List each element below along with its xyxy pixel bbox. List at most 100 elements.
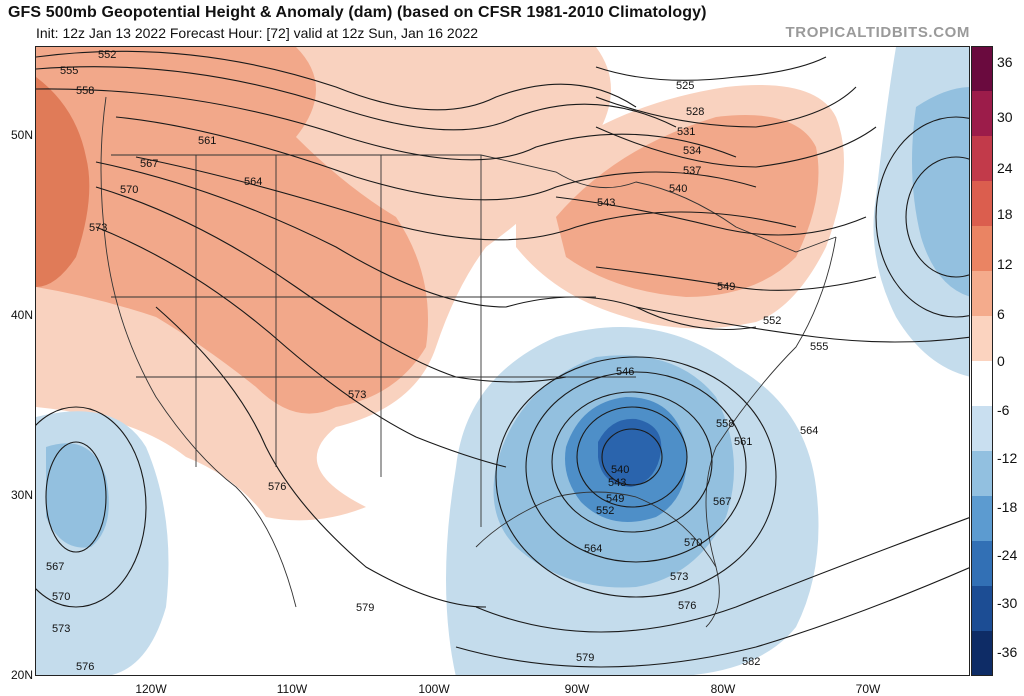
colorbar-label: 30 xyxy=(997,109,1013,125)
map-panel: 552 555 558 561 567 564 570 573 576 579 … xyxy=(35,46,970,676)
low-contour-552 xyxy=(551,391,713,533)
colorbar-swatch xyxy=(971,226,993,272)
colorbar-label: 18 xyxy=(997,206,1013,222)
longitude-label: 100W xyxy=(418,682,450,696)
contour-label: 570 xyxy=(52,591,70,603)
colorbar-swatch xyxy=(971,91,993,137)
colorbar-label: -6 xyxy=(997,402,1010,418)
contour-549 xyxy=(595,266,877,291)
contour-531 xyxy=(595,86,857,128)
contour-525 xyxy=(595,56,827,81)
contour-label: 543 xyxy=(608,477,626,489)
pacific-coastline xyxy=(100,96,297,608)
contour-label: 564 xyxy=(584,543,602,555)
colorbar-swatch xyxy=(971,136,993,182)
contour-576 xyxy=(155,306,487,608)
latitude-label: 20N xyxy=(10,668,33,682)
cool-anomaly-atlantic-core xyxy=(912,87,969,297)
geographic-boundaries xyxy=(100,96,837,628)
contour-567 xyxy=(95,161,757,331)
contour-537 xyxy=(595,126,877,168)
contour-label: 552 xyxy=(763,315,781,327)
map-title: GFS 500mb Geopotential Height & Anomaly … xyxy=(8,4,707,21)
colorbar-swatch xyxy=(971,406,993,452)
colorbar-label: -18 xyxy=(997,499,1018,515)
contour-label: 567 xyxy=(46,561,64,573)
contour-label: 567 xyxy=(140,158,158,170)
contour-south-1 xyxy=(475,517,969,633)
contour-label: 564 xyxy=(244,176,262,188)
contour-label: 573 xyxy=(670,571,688,583)
contour-label: 534 xyxy=(683,145,701,157)
contour-555 xyxy=(36,66,677,131)
contour-561 xyxy=(115,116,757,201)
contour-label: 546 xyxy=(616,366,634,378)
contour-label: 567 xyxy=(713,496,731,508)
colorbar-label: -12 xyxy=(997,450,1018,466)
colorbar-swatch xyxy=(971,496,993,542)
contour-label: 579 xyxy=(576,652,594,664)
colorbar-label: 12 xyxy=(997,256,1013,272)
colorbar-swatch xyxy=(971,361,993,407)
height-contours xyxy=(36,50,969,668)
pacific-low-2 xyxy=(36,406,147,608)
atlantic-low-1 xyxy=(905,156,969,278)
atlantic-coastline xyxy=(705,236,837,568)
colorbar-swatch xyxy=(971,631,993,677)
low-contour-558 xyxy=(525,371,747,563)
contour-label: 537 xyxy=(683,165,701,177)
longitude-label: 80W xyxy=(710,682,736,696)
contour-558 xyxy=(36,88,737,161)
contour-label: 576 xyxy=(268,481,286,493)
contour-label: 576 xyxy=(76,661,94,673)
contour-label: 549 xyxy=(606,493,624,505)
warm-anomaly-greatlakes-core xyxy=(556,115,819,297)
longitude-label: 120W xyxy=(135,682,167,696)
colorbar-label: -36 xyxy=(997,644,1018,660)
latitude-label: 50N xyxy=(10,128,33,142)
colorbar-swatch xyxy=(971,541,993,587)
contour-south-2 xyxy=(455,567,969,668)
warm-anomaly-coast xyxy=(36,77,90,287)
map-canvas: 552 555 558 561 567 564 570 573 576 579 … xyxy=(36,47,969,675)
low-contour-564 xyxy=(495,356,777,598)
colorbar-swatch xyxy=(971,316,993,362)
contour-555-east xyxy=(635,306,969,343)
contour-label: 561 xyxy=(734,436,752,448)
colorbar-swatch xyxy=(971,46,993,92)
colorbar-label: 36 xyxy=(997,54,1013,70)
contour-label: 555 xyxy=(810,341,828,353)
contour-label: 540 xyxy=(611,464,629,476)
contour-label: 570 xyxy=(120,184,138,196)
contour-543 xyxy=(555,196,867,236)
contour-label: 552 xyxy=(596,505,614,517)
contour-label: 525 xyxy=(676,80,694,92)
warm-anomaly-west-core xyxy=(36,47,428,414)
contour-label: 549 xyxy=(717,281,735,293)
gulf-coastline xyxy=(475,491,720,628)
contour-label: 576 xyxy=(678,600,696,612)
colorbar-swatch xyxy=(971,451,993,497)
contour-label: 573 xyxy=(348,389,366,401)
contour-label: 564 xyxy=(800,425,818,437)
contour-label: 573 xyxy=(89,222,107,234)
atlantic-low-2 xyxy=(875,116,969,318)
longitude-label: 70W xyxy=(855,682,881,696)
colorbar-label: -30 xyxy=(997,595,1018,611)
colorbar-swatch xyxy=(971,271,993,317)
contour-label: 561 xyxy=(198,135,216,147)
anomaly-shading xyxy=(36,47,969,675)
colorbar-label: 24 xyxy=(997,160,1013,176)
colorbar-swatch xyxy=(971,586,993,632)
colorbar-frame xyxy=(971,46,993,676)
colorbar-label: -24 xyxy=(997,547,1018,563)
contour-label: 558 xyxy=(76,85,94,97)
contour-label: 543 xyxy=(597,197,615,209)
contour-label: 531 xyxy=(677,126,695,138)
colorbar-label: 0 xyxy=(997,353,1005,369)
contour-570 xyxy=(95,186,567,383)
contour-label: 582 xyxy=(742,656,760,668)
pacific-low-1 xyxy=(45,441,107,553)
longitude-label: 90W xyxy=(564,682,590,696)
contour-label: 540 xyxy=(669,183,687,195)
